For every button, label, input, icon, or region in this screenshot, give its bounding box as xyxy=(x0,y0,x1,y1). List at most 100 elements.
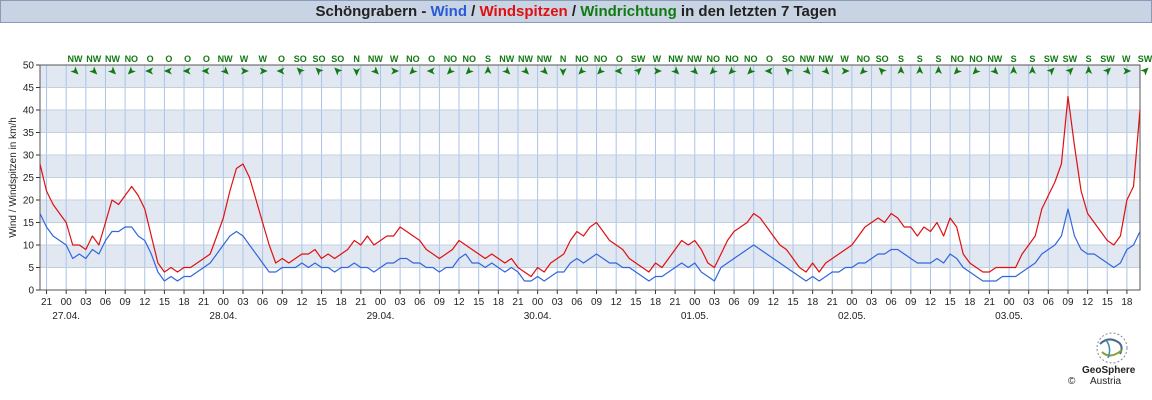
arrow-head xyxy=(784,67,793,76)
direction-arrow-icon xyxy=(465,66,474,75)
grid-band xyxy=(40,222,1140,245)
arrow-head xyxy=(446,66,456,75)
date-label: 02.05. xyxy=(838,311,866,322)
direction-label: W xyxy=(1122,54,1131,64)
x-tick-label: 21 xyxy=(355,297,367,308)
y-tick-label: 45 xyxy=(23,83,35,94)
x-tick-label: 00 xyxy=(846,297,858,308)
arrow-head xyxy=(70,66,79,75)
title-sep-2: / xyxy=(567,3,581,20)
direction-label: SO xyxy=(331,54,344,64)
arrow-head xyxy=(520,66,530,75)
direction-label: NW xyxy=(987,54,1002,64)
arrow-head xyxy=(276,67,285,75)
direction-label: SW xyxy=(1138,54,1152,64)
arrow-head xyxy=(201,67,210,75)
direction-arrow-icon xyxy=(897,66,905,74)
x-tick-label: 00 xyxy=(532,297,544,308)
arrow-head xyxy=(334,67,343,76)
direction-arrow-icon xyxy=(127,66,136,75)
x-tick-label: 09 xyxy=(748,297,760,308)
x-tick-label: 12 xyxy=(1082,297,1094,308)
direction-label: W xyxy=(240,54,249,64)
y-tick-label: 15 xyxy=(23,218,35,229)
grid-band xyxy=(40,245,1140,268)
x-tick-label: 00 xyxy=(375,297,387,308)
y-tick-label: 40 xyxy=(23,106,35,117)
grid-band xyxy=(40,177,1140,200)
y-tick-label: 20 xyxy=(23,196,35,207)
direction-arrow-icon xyxy=(539,66,548,75)
x-tick-label: 18 xyxy=(1121,297,1133,308)
x-tick-label: 15 xyxy=(159,297,171,308)
arrow-head xyxy=(107,66,117,75)
date-label: 27.04. xyxy=(52,311,80,322)
arrow-head xyxy=(747,66,756,75)
x-tick-label: 06 xyxy=(571,297,583,308)
x-tick-label: 09 xyxy=(434,297,446,308)
direction-label: O xyxy=(165,54,172,64)
direction-label: NW xyxy=(86,54,101,64)
x-tick-label: 09 xyxy=(277,297,289,308)
direction-label: NO xyxy=(444,54,458,64)
x-tick-label: 06 xyxy=(100,297,112,308)
arrow-head xyxy=(953,66,962,75)
grid-band xyxy=(40,200,1140,223)
direction-label: NW xyxy=(537,54,552,64)
direction-arrow-icon xyxy=(1140,67,1149,76)
direction-arrow-icon xyxy=(953,66,962,75)
direction-arrow-icon xyxy=(972,66,981,75)
direction-arrow-icon xyxy=(70,66,79,75)
x-tick-label: 03 xyxy=(709,297,721,308)
direction-arrow-icon xyxy=(709,66,718,75)
direction-label: SW xyxy=(1100,54,1115,64)
direction-arrow-icon xyxy=(502,66,511,75)
direction-label: W xyxy=(390,54,399,64)
x-tick-label: 09 xyxy=(1062,297,1074,308)
x-tick-label: 18 xyxy=(807,297,819,308)
arrow-head xyxy=(1140,67,1149,76)
x-tick-label: 21 xyxy=(512,297,524,308)
y-tick-label: 5 xyxy=(28,263,34,274)
direction-arrow-icon xyxy=(597,66,606,75)
arrow-head xyxy=(859,66,869,75)
direction-label: NO xyxy=(951,54,965,64)
arrow-head xyxy=(163,67,172,75)
direction-arrow-icon xyxy=(334,67,343,76)
x-tick-label: 00 xyxy=(689,297,701,308)
x-tick-label: 00 xyxy=(218,297,230,308)
direction-label: O xyxy=(766,54,773,64)
direction-label: S xyxy=(898,54,904,64)
direction-label: O xyxy=(616,54,623,64)
arrow-head xyxy=(878,67,887,76)
grid-band xyxy=(40,87,1140,110)
arrow-head xyxy=(671,66,680,75)
direction-arrow-icon xyxy=(784,67,793,76)
direction-label: NO xyxy=(594,54,608,64)
direction-arrow-icon xyxy=(653,67,662,75)
x-tick-label: 15 xyxy=(1102,297,1114,308)
direction-label: SW xyxy=(631,54,646,64)
direction-label: S xyxy=(917,54,923,64)
direction-label: NO xyxy=(575,54,589,64)
direction-arrow-icon xyxy=(764,67,773,75)
direction-arrow-icon xyxy=(220,66,229,75)
arrow-head xyxy=(1085,66,1093,74)
direction-label: W xyxy=(840,54,849,64)
x-tick-label: 15 xyxy=(473,297,485,308)
arrow-head xyxy=(409,66,418,75)
direction-label: NO xyxy=(125,54,139,64)
date-label: 03.05. xyxy=(995,311,1023,322)
x-tick-label: 03 xyxy=(237,297,249,308)
direction-arrow-icon xyxy=(578,66,587,75)
direction-arrow-icon xyxy=(409,66,418,75)
arrow-head xyxy=(465,66,474,75)
arrow-head xyxy=(709,66,718,75)
arrow-head xyxy=(1123,67,1132,75)
direction-arrow-icon xyxy=(353,68,361,76)
arrow-head xyxy=(916,66,924,74)
arrow-head xyxy=(559,68,567,76)
direction-label: S xyxy=(1011,54,1017,64)
direction-label: NW xyxy=(218,54,233,64)
direction-label: N xyxy=(560,54,567,64)
